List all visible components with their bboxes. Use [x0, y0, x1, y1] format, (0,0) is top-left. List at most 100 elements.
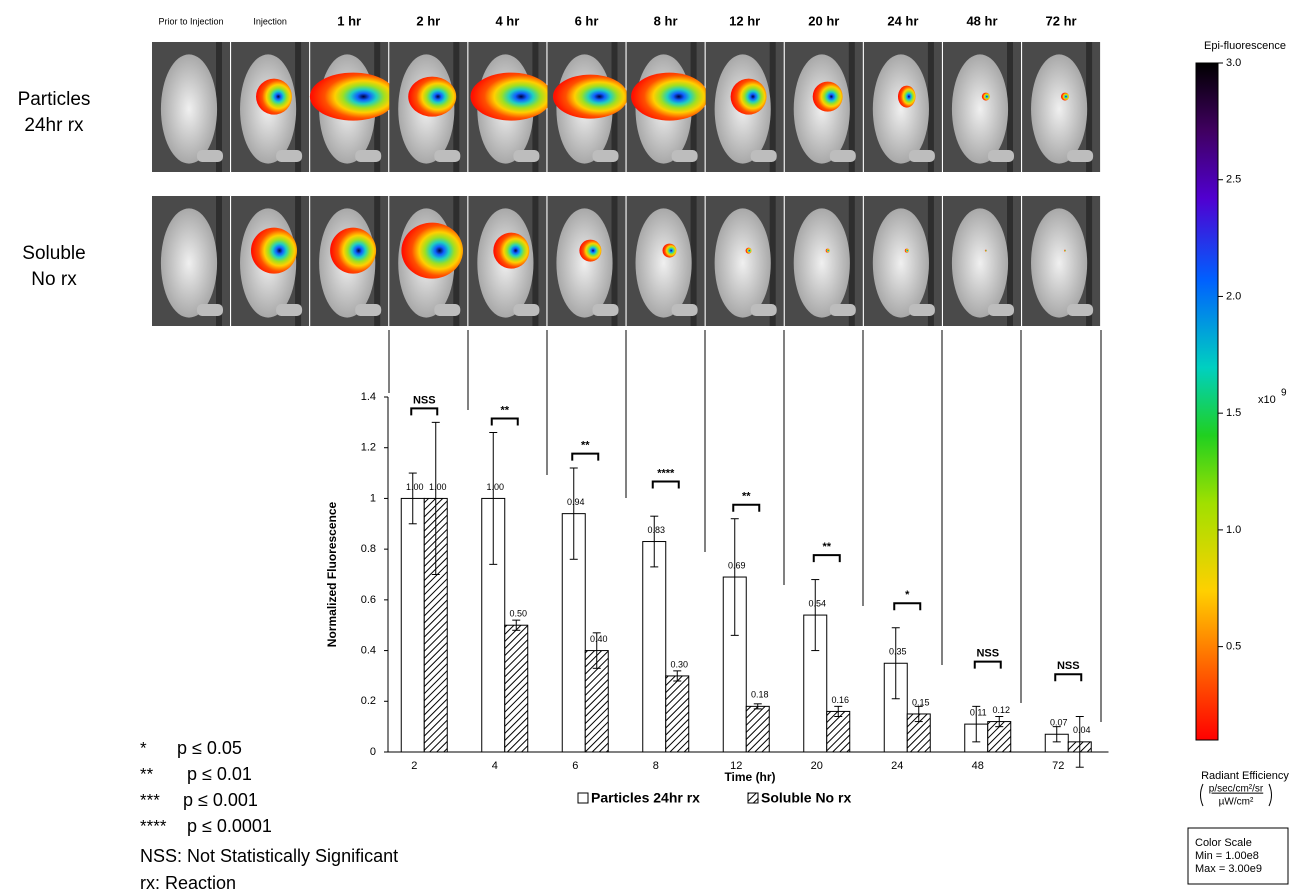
signal-blob — [493, 233, 529, 269]
column-label: 1 hr — [337, 13, 361, 28]
unit-numerator: p/sec/cm²/sr — [1209, 784, 1264, 795]
colorbar-title: Epi-fluorescence — [1204, 40, 1286, 52]
sig-bracket — [411, 408, 437, 415]
mouse-leg — [751, 304, 777, 316]
signal-blob — [731, 79, 767, 115]
signal-blob — [251, 228, 297, 274]
paren — [1201, 784, 1204, 806]
key-meaning: p ≤ 0.0001 — [187, 816, 272, 836]
value-label: 0.35 — [889, 647, 907, 657]
sig-bracket — [814, 555, 840, 562]
sig-bracket — [1055, 674, 1081, 681]
sig-label: * — [905, 589, 910, 601]
signal-blob — [663, 244, 677, 258]
column-label: 12 hr — [729, 13, 760, 28]
signal-blob — [553, 75, 628, 119]
value-label: 1.00 — [486, 482, 504, 492]
signal-blob — [985, 250, 987, 252]
y-tick-label: 0.2 — [361, 695, 376, 707]
legend-label: Soluble No rx — [761, 790, 851, 806]
sig-bracket — [975, 662, 1001, 669]
y-tick-label: 1 — [370, 492, 376, 504]
column-label: 6 hr — [575, 13, 599, 28]
sig-bracket — [492, 419, 518, 426]
unit-title: Radiant Efficiency — [1201, 770, 1289, 782]
signal-blob — [1061, 93, 1069, 101]
colorbar-tick-label: 2.0 — [1226, 290, 1241, 302]
sig-label: ** — [581, 440, 590, 452]
y-tick-label: 0.4 — [361, 644, 376, 656]
signal-blob — [401, 223, 463, 279]
figure: Prior to InjectionInjection1 hr2 hr4 hr6… — [0, 0, 1298, 895]
key-symbol: * — [140, 738, 147, 757]
x-axis-label: Time (hr) — [724, 770, 775, 784]
value-label: 0.30 — [670, 659, 688, 669]
mouse-leg — [434, 304, 460, 316]
row-label: 24hr rx — [24, 115, 84, 136]
signal-blob — [826, 249, 830, 253]
signal-blob — [256, 79, 292, 115]
mouse-leg — [355, 304, 381, 316]
sig-label: NSS — [1057, 660, 1080, 672]
x-tick-label: 12 — [730, 760, 742, 772]
paren — [1269, 784, 1272, 806]
y-tick-label: 1.2 — [361, 442, 376, 454]
column-label: 2 hr — [416, 13, 440, 28]
colorbar-exponent: 9 — [1281, 388, 1287, 399]
column-label: 20 hr — [808, 13, 839, 28]
key-note: NSS: Not Statistically Significant — [140, 846, 398, 866]
sig-label: ** — [822, 541, 831, 553]
mouse-body — [794, 208, 850, 317]
signal-blob — [408, 77, 456, 117]
mouse-body — [161, 208, 217, 317]
sig-bracket — [894, 603, 920, 610]
column-label: 24 hr — [887, 13, 918, 28]
mouse-body — [161, 54, 217, 163]
signal-blob — [471, 73, 553, 121]
colorbar-tick-label: 2.5 — [1226, 174, 1241, 186]
bar — [746, 706, 769, 752]
column-label: 8 hr — [654, 13, 678, 28]
sig-label: ** — [742, 491, 751, 503]
colorbar-tick-label: 0.5 — [1226, 641, 1241, 653]
mouse-body — [1031, 208, 1087, 317]
colorbar-multiplier: x10 — [1258, 394, 1276, 406]
sig-bracket — [653, 482, 679, 489]
colorbar — [1196, 63, 1218, 740]
mouse-leg — [751, 150, 777, 162]
key-symbol: ** — [140, 764, 154, 783]
signal-blob — [1064, 250, 1066, 252]
x-tick-label: 8 — [653, 760, 659, 772]
key-meaning: p ≤ 0.05 — [177, 738, 242, 758]
mouse-leg — [197, 304, 223, 316]
mouse-leg — [909, 150, 935, 162]
value-label: 0.15 — [912, 697, 930, 707]
bar — [401, 498, 424, 752]
value-label: 0.11 — [970, 707, 987, 717]
value-label: 0.40 — [590, 634, 608, 644]
y-axis-label: Normalized Fluorescence — [325, 501, 339, 647]
value-label: 0.18 — [751, 690, 769, 700]
signal-blob — [905, 249, 909, 253]
mouse-leg — [513, 304, 539, 316]
signal-blob — [982, 93, 990, 101]
mouse-body — [1031, 54, 1087, 163]
sig-label: ** — [500, 404, 509, 416]
mouse-leg — [988, 304, 1014, 316]
mouse-leg — [276, 304, 302, 316]
legend-swatch — [578, 793, 588, 803]
scale-box-line: Min = 1.00e8 — [1195, 850, 1259, 862]
value-label: 0.54 — [808, 598, 826, 608]
y-tick-label: 0.8 — [361, 543, 376, 555]
mouse-leg — [830, 150, 856, 162]
key-symbol: **** — [140, 816, 167, 835]
legend-swatch — [748, 793, 758, 803]
value-label: 0.83 — [647, 525, 665, 535]
y-tick-label: 1.4 — [361, 391, 376, 403]
bar — [643, 542, 666, 752]
mouse-body — [556, 208, 612, 317]
mouse-leg — [593, 304, 619, 316]
signal-blob — [746, 248, 752, 254]
mouse-body — [636, 208, 692, 317]
mouse-leg — [830, 304, 856, 316]
